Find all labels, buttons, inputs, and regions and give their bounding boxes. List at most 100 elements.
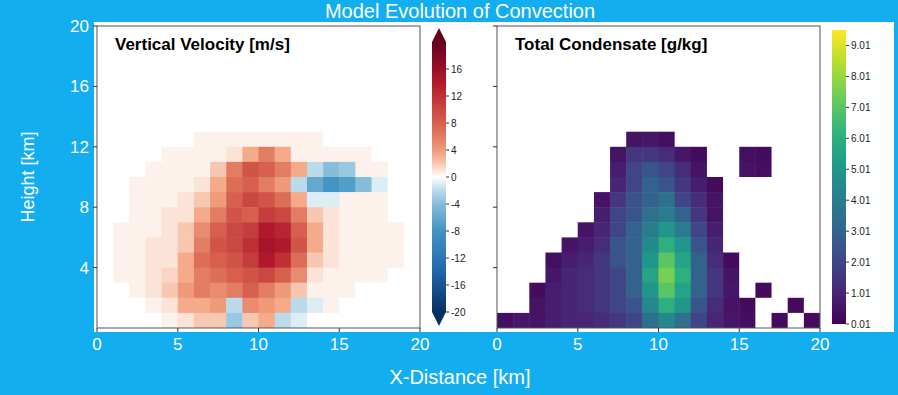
cell (788, 283, 805, 299)
cell (659, 313, 676, 328)
cell (594, 86, 611, 102)
cell (194, 177, 211, 193)
cell (578, 207, 595, 223)
cell (610, 253, 627, 269)
cell (707, 132, 724, 148)
cell (578, 283, 595, 299)
cell (178, 313, 195, 328)
colorbar-tick (446, 177, 449, 178)
cell (113, 298, 130, 314)
cell (626, 56, 643, 72)
cell (642, 268, 659, 284)
cell (97, 177, 114, 193)
colorbar-extend (432, 312, 446, 326)
cell (707, 162, 724, 178)
cell (707, 177, 724, 193)
cell (242, 192, 259, 208)
cell (529, 147, 546, 163)
cell (242, 253, 259, 269)
colorbar: 0.011.012.013.014.015.016.017.018.019.01 (832, 30, 871, 330)
cell (626, 102, 643, 118)
cell (275, 177, 292, 193)
cell (97, 86, 114, 102)
cell (788, 313, 805, 328)
cell (388, 147, 405, 163)
colorbar-tick-label: 8 (451, 118, 457, 129)
cell (594, 162, 611, 178)
cell (707, 71, 724, 87)
cell (388, 253, 405, 269)
cell (113, 86, 130, 102)
cell (291, 283, 308, 299)
cell (291, 41, 308, 57)
cell (659, 117, 676, 133)
cell (545, 162, 562, 178)
cell (355, 41, 372, 57)
cell (145, 222, 162, 238)
cell (291, 117, 308, 133)
cell (497, 26, 514, 42)
cell (242, 102, 259, 118)
cell (642, 162, 659, 178)
colorbar-tick (446, 150, 449, 151)
y-tick (93, 207, 97, 208)
cell (707, 86, 724, 102)
cell (755, 71, 772, 87)
cell (323, 26, 340, 42)
cell (723, 237, 740, 253)
cell (804, 56, 820, 72)
cell (372, 222, 389, 238)
cell (659, 86, 676, 102)
cell (529, 177, 546, 193)
cell (178, 268, 195, 284)
colorbar-tick-label: 12 (451, 91, 463, 102)
cell (755, 313, 772, 328)
cell (242, 207, 259, 223)
cell (659, 207, 676, 223)
cell (691, 298, 708, 314)
cell (145, 283, 162, 299)
cell (129, 86, 146, 102)
cell (113, 192, 130, 208)
cell (675, 117, 692, 133)
cell (388, 313, 405, 328)
cell (194, 147, 211, 163)
cell (545, 298, 562, 314)
y-tick (493, 207, 497, 208)
cell (339, 86, 356, 102)
cell (372, 192, 389, 208)
cells (97, 26, 420, 328)
cell (307, 132, 324, 148)
cell (610, 222, 627, 238)
cell (659, 162, 676, 178)
cell (659, 222, 676, 238)
cell (529, 192, 546, 208)
cell (113, 162, 130, 178)
cell (691, 253, 708, 269)
cell (545, 147, 562, 163)
cell (226, 117, 243, 133)
cell (772, 268, 789, 284)
cell (788, 268, 805, 284)
cell (610, 192, 627, 208)
cell (97, 41, 114, 57)
cell (339, 41, 356, 57)
cell (529, 162, 546, 178)
cell (145, 162, 162, 178)
cell (642, 102, 659, 118)
cell (145, 117, 162, 133)
cell (723, 56, 740, 72)
cell (194, 298, 211, 314)
cell (772, 71, 789, 87)
colorbar-tick-label: 6.01 (851, 133, 871, 144)
cell (259, 268, 276, 284)
cell (145, 192, 162, 208)
x-tick (497, 328, 498, 332)
x-tick-label: 20 (811, 335, 830, 354)
cell (194, 132, 211, 148)
cell (339, 132, 356, 148)
cell (626, 192, 643, 208)
cell (145, 132, 162, 148)
cell (626, 313, 643, 328)
cell (739, 56, 756, 72)
